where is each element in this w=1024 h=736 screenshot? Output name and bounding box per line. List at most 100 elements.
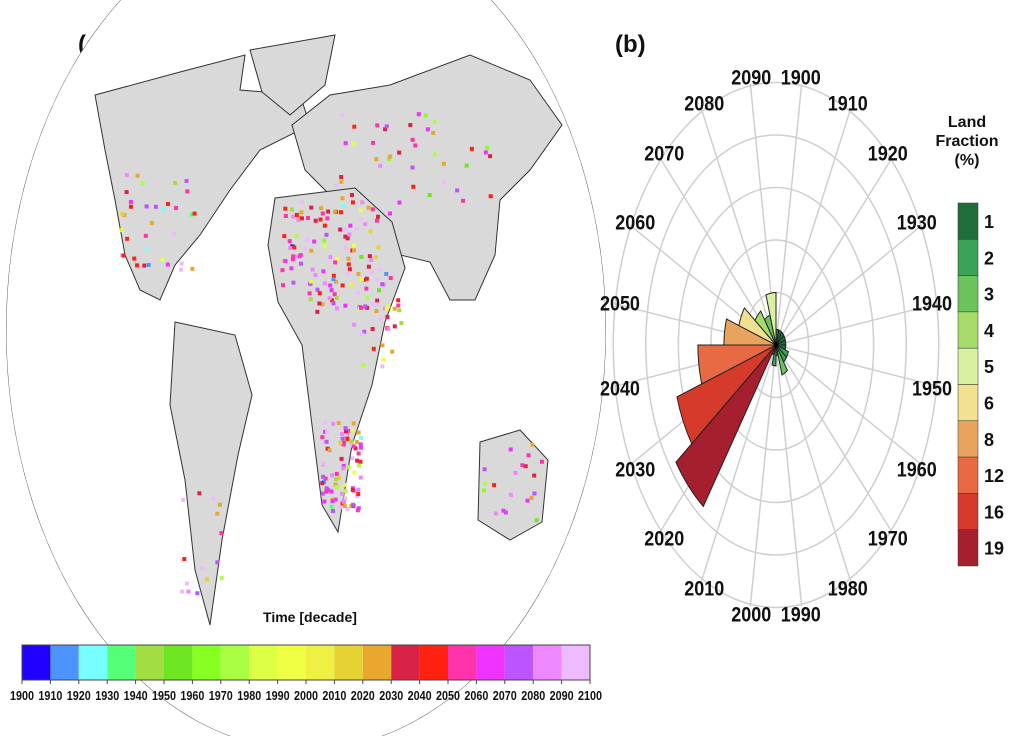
change-point — [300, 200, 305, 205]
change-point — [539, 459, 544, 464]
change-point — [346, 256, 351, 261]
change-point — [359, 305, 364, 310]
change-point — [326, 209, 331, 214]
change-point — [482, 467, 487, 472]
legend-swatch — [957, 311, 979, 349]
change-point — [529, 495, 534, 500]
change-point — [530, 442, 535, 447]
change-point — [360, 200, 365, 205]
change-point — [172, 231, 177, 236]
change-point — [361, 362, 366, 367]
change-point — [350, 200, 355, 205]
change-point — [338, 440, 343, 445]
change-point — [283, 213, 288, 218]
colorbar-tick-label: 2020 — [351, 688, 375, 703]
change-point — [322, 244, 327, 249]
change-point — [350, 456, 355, 461]
colorbar-tick-label: 1930 — [95, 688, 119, 703]
change-point — [161, 206, 166, 211]
colorbar-swatch — [107, 645, 136, 680]
change-point — [351, 502, 356, 507]
change-point — [380, 343, 385, 348]
change-point — [347, 428, 352, 433]
change-point — [331, 277, 336, 282]
change-point — [346, 271, 351, 276]
change-point — [365, 295, 370, 300]
change-point — [322, 499, 327, 504]
change-point — [388, 211, 393, 216]
change-point — [340, 436, 345, 441]
change-point — [333, 497, 338, 502]
change-point — [144, 204, 149, 209]
change-point — [324, 486, 329, 491]
change-point — [288, 246, 293, 251]
legend-label: 5 — [984, 357, 994, 377]
change-point — [180, 589, 185, 594]
change-point — [322, 420, 327, 425]
change-point — [356, 487, 361, 492]
change-point — [143, 233, 148, 238]
change-point — [339, 456, 344, 461]
legend-label: 2 — [984, 248, 994, 268]
change-point — [331, 273, 336, 278]
change-point — [322, 281, 327, 286]
change-point — [341, 466, 346, 471]
change-point — [358, 208, 363, 213]
change-point — [318, 217, 323, 222]
colorbar-tick-label: 1910 — [38, 688, 62, 703]
change-point — [324, 232, 329, 237]
colorbar-tick-label: 1900 — [10, 688, 34, 703]
change-point — [378, 163, 383, 168]
change-point — [413, 143, 418, 148]
change-point — [308, 279, 313, 284]
legend-label: 12 — [984, 466, 1004, 486]
change-point — [135, 263, 140, 268]
polar-ring — [678, 188, 873, 503]
change-point — [377, 267, 382, 272]
change-point — [280, 268, 285, 273]
change-point — [359, 254, 364, 259]
change-point — [371, 346, 376, 351]
polar-bar-2020 — [676, 345, 776, 506]
change-point — [184, 581, 189, 586]
polar-label: 2070 — [644, 143, 684, 166]
change-point — [189, 212, 194, 217]
change-point — [327, 296, 332, 301]
polar-spoke — [776, 304, 938, 345]
change-point — [298, 261, 303, 266]
change-point — [144, 246, 149, 251]
polar-chart — [613, 83, 939, 608]
change-point — [347, 267, 352, 272]
colorbar-swatch — [249, 645, 278, 680]
change-point — [313, 273, 318, 278]
polar-spoke — [776, 345, 802, 606]
change-point — [182, 557, 187, 562]
change-point — [355, 458, 360, 463]
change-point — [179, 261, 184, 266]
change-point — [334, 484, 339, 489]
change-point — [315, 309, 320, 314]
change-point — [482, 488, 487, 493]
change-point — [343, 246, 348, 251]
polar-spoke — [776, 345, 922, 465]
change-point — [352, 124, 357, 129]
change-point — [384, 271, 389, 276]
change-point — [340, 112, 345, 117]
change-point — [173, 180, 178, 185]
change-point — [356, 492, 361, 497]
change-point — [354, 494, 359, 499]
change-point — [350, 487, 355, 492]
change-point — [371, 140, 376, 145]
colorbar-swatch — [135, 645, 164, 680]
polar-bar-2040 — [698, 345, 776, 384]
change-point — [195, 591, 200, 596]
change-point — [388, 154, 393, 159]
change-point — [532, 473, 537, 478]
change-point — [375, 123, 380, 128]
change-point — [388, 275, 393, 280]
change-point — [364, 276, 369, 281]
change-point — [523, 464, 528, 469]
change-point — [357, 463, 362, 468]
